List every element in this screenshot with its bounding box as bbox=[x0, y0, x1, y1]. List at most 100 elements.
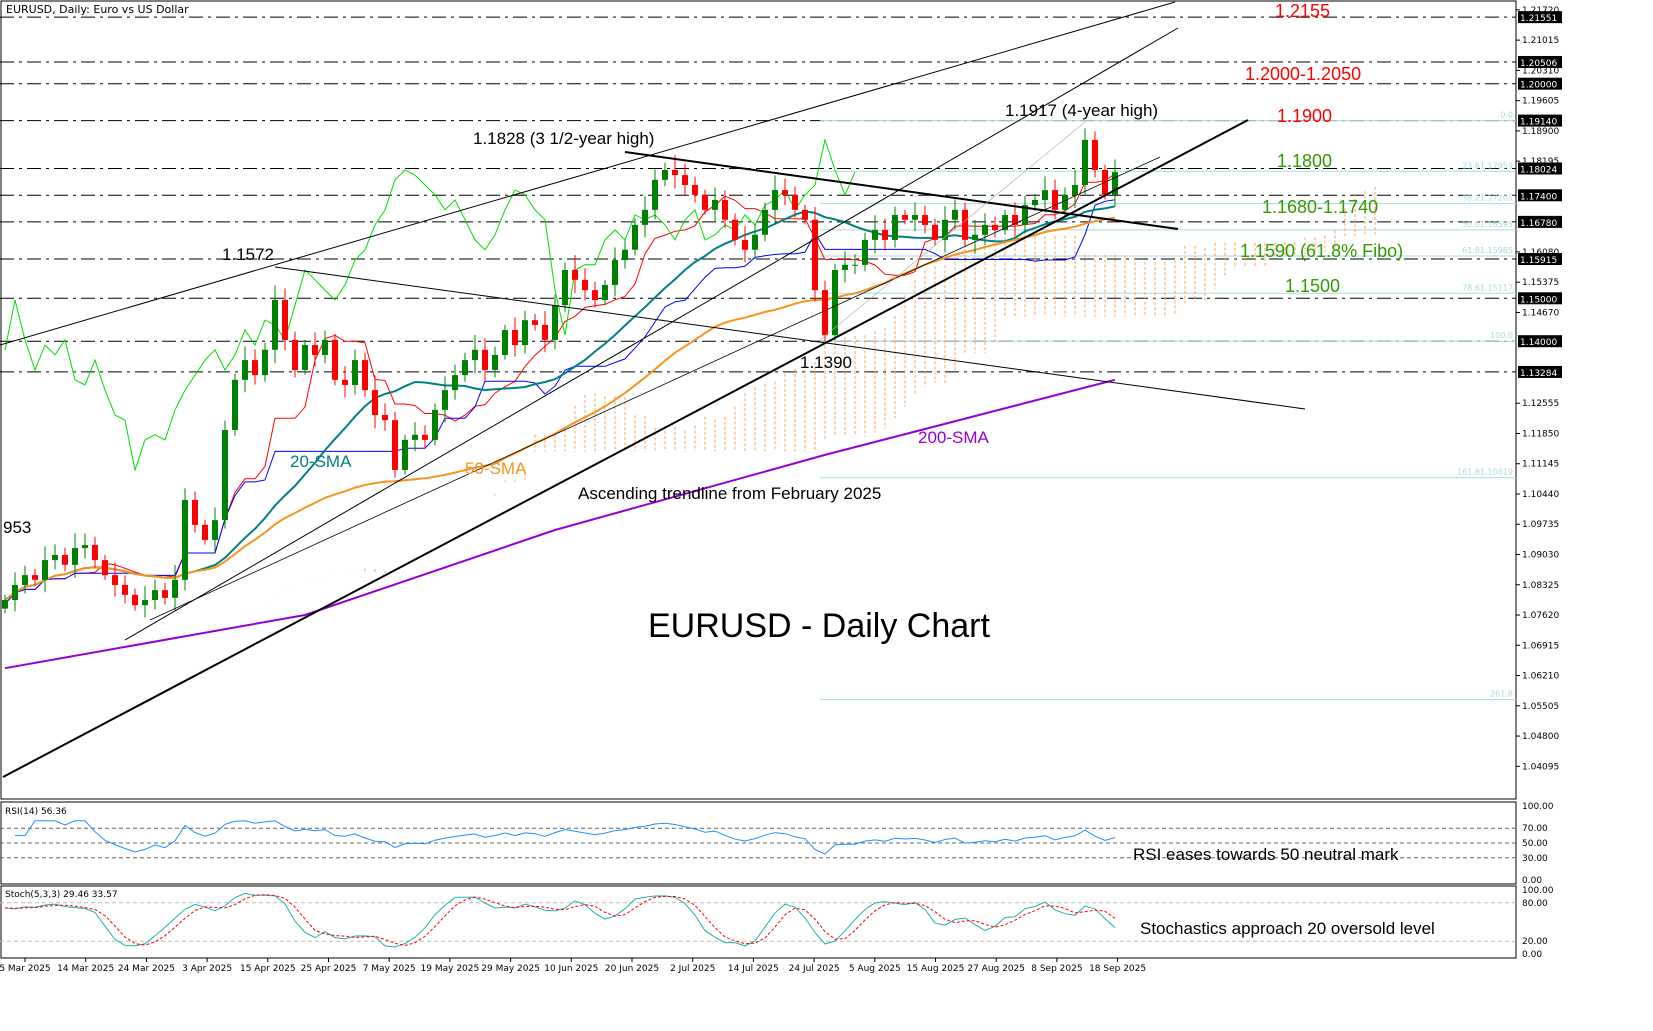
candle-body bbox=[692, 184, 698, 195]
candle-body bbox=[992, 224, 998, 231]
candle-body bbox=[82, 545, 88, 549]
high-4y-label: 1.1917 (4-year high) bbox=[1005, 101, 1158, 120]
candle-body bbox=[822, 290, 828, 336]
candle-body bbox=[372, 390, 378, 416]
support-2-label: 1.1680-1.1740 bbox=[1262, 197, 1378, 217]
candle-body bbox=[452, 375, 458, 391]
level-tag bbox=[1518, 189, 1562, 202]
candle-body bbox=[762, 209, 768, 235]
date-tick-label: 29 May 2025 bbox=[481, 964, 540, 974]
candle-body bbox=[102, 560, 108, 576]
date-tick-label: 18 Sep 2025 bbox=[1089, 964, 1146, 974]
candle-body bbox=[272, 300, 278, 350]
rsi-level-label: 50.00 bbox=[1522, 839, 1548, 849]
candle-body bbox=[512, 330, 518, 346]
stoch-level-label: 100.00 bbox=[1522, 886, 1554, 896]
date-tick-label: 10 Jun 2025 bbox=[544, 964, 598, 974]
candle-body bbox=[1112, 172, 1118, 195]
price-tick-label: 1.11850 bbox=[1522, 429, 1559, 439]
candle-body bbox=[72, 548, 78, 565]
date-tick-label: 5 Aug 2025 bbox=[849, 964, 901, 974]
price-tick-label: 1.07620 bbox=[1522, 611, 1559, 621]
price-tick-label: 1.05505 bbox=[1522, 702, 1559, 712]
price-tick-label: 1.21015 bbox=[1522, 36, 1559, 46]
stoch-k-line bbox=[4, 892, 1116, 948]
price-tick-label: 1.04800 bbox=[1522, 732, 1559, 742]
level-tag bbox=[1518, 365, 1562, 378]
candle-body bbox=[22, 575, 28, 585]
candle-body bbox=[142, 600, 148, 606]
level-1572-label: 1.1572 bbox=[222, 245, 274, 264]
candle-body bbox=[502, 330, 508, 355]
level-1390-label: 1.1390 bbox=[800, 353, 852, 372]
level-tag-text: 1.21551 bbox=[1520, 14, 1557, 24]
candle-body bbox=[662, 169, 668, 180]
candle-body bbox=[972, 234, 978, 240]
level-953-label: 953 bbox=[3, 518, 31, 537]
candle-body bbox=[642, 209, 648, 225]
price-tick-label: 1.18900 bbox=[1522, 127, 1559, 137]
date-tick-label: 24 Mar 2025 bbox=[118, 964, 175, 974]
candle-body bbox=[1022, 205, 1028, 225]
stoch-panel-frame bbox=[0, 885, 1517, 959]
stoch-level-label: 20.00 bbox=[1522, 937, 1548, 947]
candle-body bbox=[92, 545, 98, 561]
level-tag bbox=[1518, 162, 1562, 175]
candle-body bbox=[582, 279, 588, 291]
candle-body bbox=[292, 339, 298, 370]
price-tick-label: 1.08325 bbox=[1522, 581, 1559, 591]
rsi-header: RSI(14) 56.36 bbox=[5, 807, 67, 817]
candle-body bbox=[132, 594, 138, 606]
date-tick-label: 19 May 2025 bbox=[421, 964, 480, 974]
date-tick-label: 8 Sep 2025 bbox=[1031, 964, 1082, 974]
sma200-line bbox=[4, 378, 1116, 670]
date-tick-label: 2 Jul 2025 bbox=[670, 964, 715, 974]
chart-header: EURUSD, Daily: Euro vs US Dollar bbox=[6, 3, 189, 16]
price-tick-label: 1.11145 bbox=[1522, 460, 1559, 470]
candle-body bbox=[1042, 190, 1048, 200]
level-tag-text: 1.13284 bbox=[1520, 369, 1557, 379]
candle-body bbox=[672, 169, 678, 176]
candle-body bbox=[192, 500, 198, 525]
level-tag-text: 1.20000 bbox=[1520, 81, 1557, 91]
fibo-label: 0.0 bbox=[1500, 111, 1513, 120]
candle-body bbox=[912, 215, 918, 220]
candle-body bbox=[222, 430, 228, 521]
candle-body bbox=[122, 584, 128, 595]
candle-body bbox=[42, 560, 48, 580]
fibo-label: 50.01.16595 bbox=[1462, 220, 1513, 229]
candle-body bbox=[622, 249, 628, 261]
candle-body bbox=[752, 234, 758, 250]
candle-body bbox=[792, 194, 798, 210]
stoch-note: Stochastics approach 20 oversold level bbox=[1140, 919, 1435, 938]
candle-body bbox=[542, 324, 548, 340]
resistance-2-label: 1.2000-1.2050 bbox=[1245, 64, 1361, 84]
level-tag bbox=[1518, 11, 1562, 24]
fibo-label: 38.21.17205 bbox=[1462, 194, 1513, 203]
level-tag bbox=[1518, 114, 1562, 127]
level-tag-text: 1.20506 bbox=[1520, 59, 1557, 69]
level-tag-text: 1.15000 bbox=[1520, 295, 1557, 305]
level-tag-text: 1.14000 bbox=[1520, 338, 1557, 348]
candle-body bbox=[1052, 190, 1058, 210]
fibo-label: 161.81.10819 bbox=[1457, 468, 1513, 477]
rsi-level-label: 100.00 bbox=[1522, 802, 1554, 812]
candle-body bbox=[492, 354, 498, 370]
candle-body bbox=[382, 415, 388, 421]
candle-body bbox=[722, 200, 728, 220]
descending-trendline-1572 bbox=[274, 266, 1306, 410]
candle-body bbox=[252, 360, 258, 376]
candle-body bbox=[342, 379, 348, 385]
price-tick-label: 1.16080 bbox=[1522, 248, 1559, 258]
candle-body bbox=[572, 269, 578, 280]
candle-body bbox=[942, 219, 948, 240]
candle-body bbox=[62, 554, 68, 565]
candle-body bbox=[742, 239, 748, 250]
date-tick-label: 24 Jul 2025 bbox=[789, 964, 840, 974]
rsi-level-label: 70.00 bbox=[1522, 824, 1548, 834]
candle-body bbox=[182, 500, 188, 580]
candle-body bbox=[632, 224, 638, 250]
candle-body bbox=[1092, 139, 1098, 170]
candle-body bbox=[302, 345, 308, 370]
